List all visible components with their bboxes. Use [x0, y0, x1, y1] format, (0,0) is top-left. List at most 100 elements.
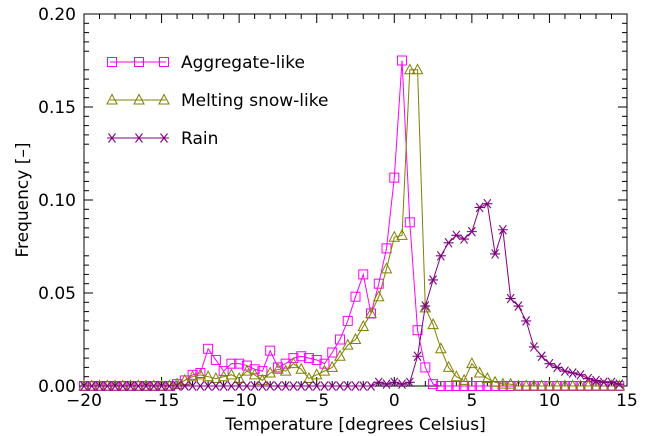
x-tick-label: 5	[466, 391, 477, 411]
data-point	[428, 379, 439, 390]
legend-marker	[159, 133, 169, 143]
legend-marker	[133, 93, 145, 105]
data-point	[412, 351, 423, 362]
data-point	[310, 368, 323, 380]
data-point	[559, 366, 570, 376]
legend-marker	[134, 57, 144, 67]
data-point	[512, 379, 525, 391]
data-point	[357, 319, 370, 331]
data-point	[606, 377, 617, 388]
data-point	[582, 379, 595, 391]
data-point	[372, 290, 385, 302]
data-point	[443, 381, 454, 391]
data-point	[458, 373, 470, 385]
data-point	[381, 379, 392, 389]
data-point	[210, 354, 221, 365]
data-point	[272, 362, 284, 374]
data-point	[241, 364, 253, 376]
data-point	[349, 332, 362, 344]
data-point	[350, 291, 361, 302]
data-point	[155, 379, 168, 391]
data-point	[411, 63, 424, 75]
data-point	[497, 377, 509, 389]
data-point	[318, 364, 331, 376]
data-point	[419, 301, 432, 313]
data-point	[435, 342, 447, 354]
data-point	[225, 368, 238, 380]
x-tick-label: −5	[304, 391, 329, 411]
data-point	[248, 368, 261, 380]
data-point	[450, 370, 463, 382]
data-point	[613, 379, 626, 391]
data-point	[504, 377, 517, 389]
data-point	[319, 358, 330, 369]
data-point	[279, 364, 292, 376]
data-point	[341, 338, 354, 350]
data-point	[404, 217, 415, 228]
data-point	[459, 381, 470, 391]
data-point	[358, 269, 369, 280]
data-point	[256, 373, 269, 385]
data-point	[544, 358, 555, 369]
data-point	[451, 230, 462, 241]
series-line	[84, 60, 620, 387]
data-point	[132, 379, 145, 391]
data-point	[226, 358, 237, 369]
x-tick-label: −15	[144, 391, 180, 411]
data-point	[466, 381, 477, 391]
data-point	[435, 381, 446, 391]
data-point	[327, 347, 338, 358]
data-point	[234, 358, 245, 369]
legend-marker	[134, 133, 144, 143]
data-point	[210, 371, 222, 384]
data-point	[466, 226, 477, 237]
y-tick-label: 0.15	[38, 98, 76, 118]
data-point	[435, 250, 446, 261]
x-tick-label: −10	[221, 391, 257, 411]
plot-frame	[83, 13, 628, 387]
data-point	[194, 368, 207, 380]
data-point	[521, 316, 532, 326]
y-tick-label: 0.20	[38, 5, 76, 25]
x-axis-label: Temperature [degrees Celsius]	[224, 415, 485, 435]
legend-marker	[158, 93, 170, 105]
data-point	[459, 234, 470, 244]
x-tick-label: 15	[616, 391, 638, 411]
legend: Aggregate-like Melting snow-like Rain	[106, 53, 328, 149]
series-line	[84, 69, 620, 387]
data-point	[311, 354, 322, 365]
data-point	[334, 334, 345, 345]
data-point	[264, 366, 276, 378]
legend-label: Melting snow-like	[181, 91, 328, 111]
series-layer	[78, 55, 626, 391]
data-point	[233, 371, 245, 384]
data-point	[179, 373, 191, 385]
data-point	[124, 379, 137, 391]
data-point	[397, 379, 408, 389]
legend-marker	[107, 57, 117, 67]
data-point	[543, 379, 556, 391]
series-line	[84, 202, 620, 387]
x-tick-label: 0	[389, 391, 400, 411]
data-point	[101, 379, 114, 391]
data-point	[147, 379, 160, 391]
data-point	[396, 228, 408, 240]
data-point	[474, 381, 485, 391]
data-point	[373, 278, 384, 289]
data-point	[334, 349, 346, 361]
data-point	[389, 377, 400, 388]
data-point	[296, 351, 307, 362]
data-point	[241, 360, 252, 371]
legend-marker	[106, 93, 118, 105]
legend-marker	[107, 133, 117, 143]
data-point	[218, 366, 229, 377]
data-point	[373, 377, 384, 388]
data-point	[574, 379, 587, 391]
data-point	[566, 379, 579, 391]
data-point	[403, 63, 416, 75]
data-point	[342, 315, 353, 326]
data-point	[397, 55, 408, 66]
data-point	[528, 379, 540, 391]
data-point	[295, 362, 308, 374]
legend-marker	[159, 57, 169, 67]
